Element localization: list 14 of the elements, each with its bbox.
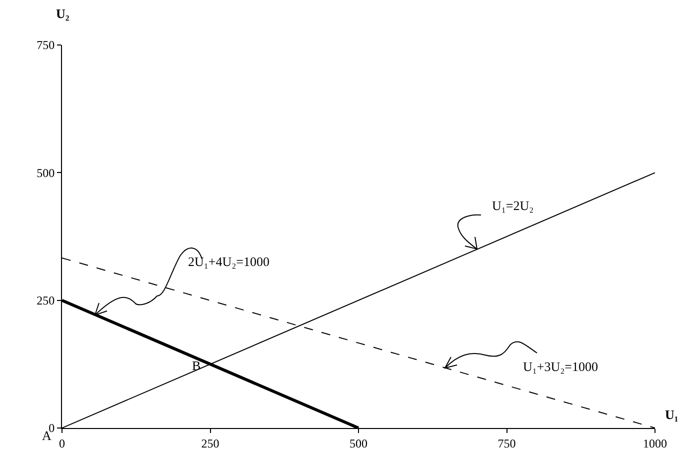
y-tick-label: 500 <box>36 166 55 180</box>
y-tick-label: 0 <box>48 421 55 436</box>
x-tick-label: 250 <box>201 436 220 450</box>
y-tick-label: 250 <box>36 294 55 308</box>
x-tick-label: 0 <box>59 436 65 450</box>
annotation: 2U₁+4U₂=1000 <box>188 254 270 269</box>
annotation: U₁+3U₂=1000 <box>523 359 598 374</box>
y-tick-label: 750 <box>36 38 55 52</box>
y-axis-title: U₂ <box>56 6 70 21</box>
x-tick-label: 1000 <box>643 436 667 450</box>
x-tick-label: 750 <box>498 436 516 450</box>
x-axis-title: U₁ <box>665 407 678 422</box>
annotation: U₁=2U₂ <box>492 198 534 213</box>
x-tick-label: 500 <box>350 436 368 450</box>
